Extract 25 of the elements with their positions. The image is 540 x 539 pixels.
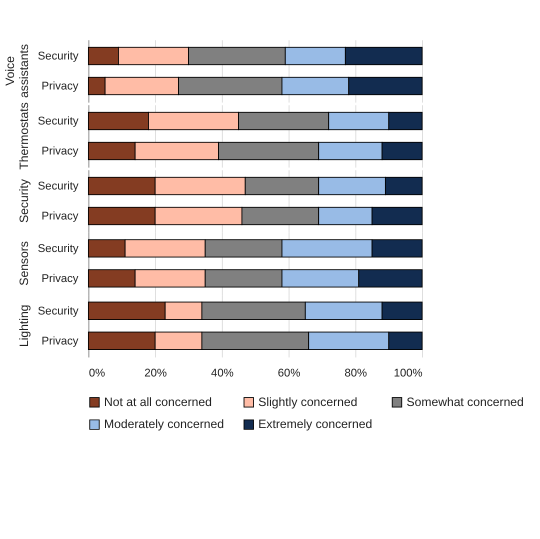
y-tick-label: Privacy	[42, 210, 79, 222]
y-tick-label: Security	[38, 305, 79, 318]
legend-label: Somewhat concerned	[406, 394, 524, 409]
y-tick-label: Security	[38, 180, 79, 192]
legend-label: Moderately concerned	[104, 417, 224, 432]
x-tick-label: 100%	[394, 368, 423, 380]
text: Sensors	[16, 241, 31, 286]
y-tick-label: Privacy	[42, 335, 79, 348]
text: Lighting	[16, 304, 31, 348]
y-tick-label: Privacy	[42, 80, 79, 92]
legend-label: Extremely concerned	[258, 417, 372, 432]
y-tick-label: Privacy	[42, 272, 79, 285]
y-tick-label: Privacy	[42, 145, 79, 158]
y-tick-label: Security	[38, 50, 79, 62]
y-tick-label: Security	[38, 242, 79, 255]
x-tick-label: 80%	[344, 368, 368, 380]
x-tick-label: 40%	[211, 368, 234, 380]
legend-label: Not at all concerned	[104, 394, 212, 409]
x-tick-label: 0%	[88, 368, 106, 380]
text: Voice assistants	[2, 44, 31, 98]
legend-label: Slightly concerned	[258, 394, 358, 409]
text: Thermostats	[16, 102, 31, 170]
x-tick-label: 60%	[278, 368, 300, 380]
y-tick-label: Security	[38, 115, 79, 128]
x-tick-label: 20%	[144, 368, 167, 380]
